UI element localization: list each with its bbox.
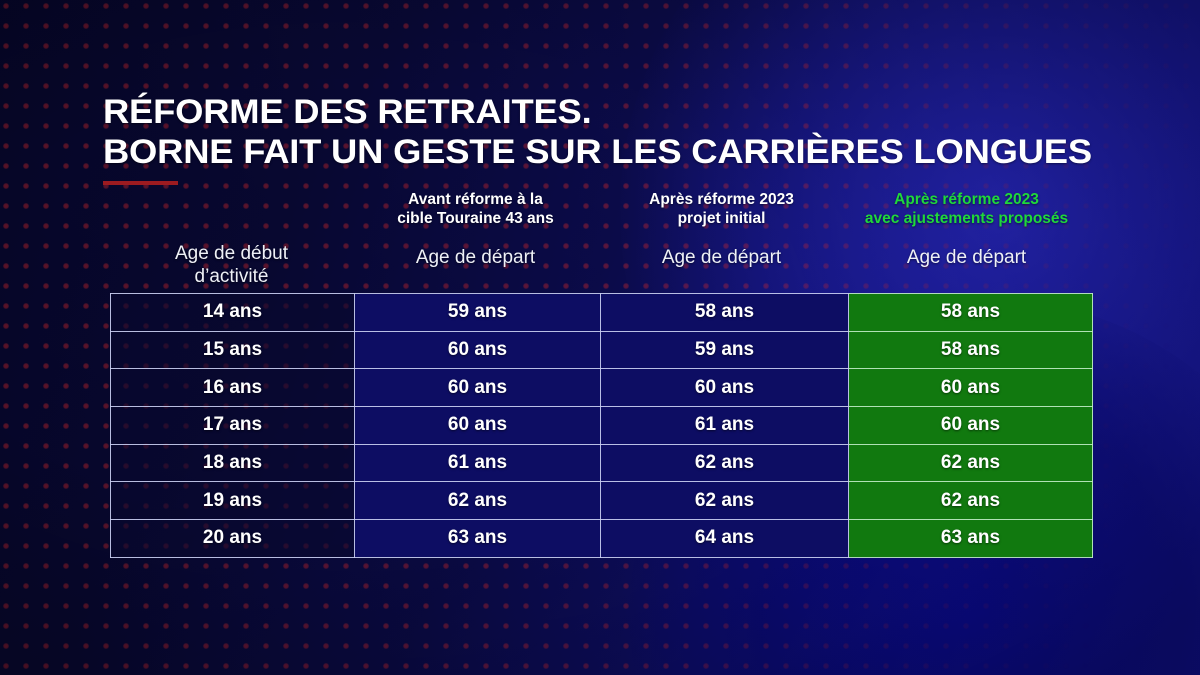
column-header-after-reform-adjusted-sub: Age de départ (906, 247, 1027, 268)
table-row: 14 ans 59 ans 58 ans 58 ans (110, 293, 1093, 332)
table-cell-start_age: 19 ans (110, 481, 355, 521)
column-header-after-reform-initial-top-line1: Après réforme 2023 (649, 191, 794, 208)
column-header-start-age-sub-line1: Age de début (174, 243, 289, 264)
table-cell-after_reform_adjusted: 58 ans (848, 330, 1093, 370)
table-cell-before_reform: 61 ans (354, 443, 601, 483)
column-header-start-age-top (116, 190, 347, 234)
table-cell-start_age: 20 ans (110, 519, 355, 558)
table-cell-start_age: 18 ans (110, 443, 355, 483)
table-cell-before_reform: 63 ans (354, 519, 601, 558)
table-row: 19 ans 62 ans 62 ans 62 ans (110, 481, 1093, 521)
table-cell-after_reform_initial: 62 ans (600, 481, 849, 521)
table-cell-start_age: 17 ans (110, 406, 355, 445)
table-header-row: Age de début d’activité Avant réforme à … (110, 190, 1088, 288)
table-cell-after_reform_initial: 58 ans (600, 293, 849, 332)
column-header-after-reform-initial-top: Après réforme 2023 projet initial (604, 190, 839, 234)
table-cell-start_age: 14 ans (110, 293, 355, 332)
table-cell-before_reform: 60 ans (354, 330, 601, 370)
column-header-after-reform-adjusted-top-line1: Après réforme 2023 (894, 191, 1039, 208)
page-title: RÉFORME DES RETRAITES. BORNE FAIT UN GES… (103, 92, 1103, 185)
table-cell-after_reform_adjusted: 62 ans (848, 481, 1093, 521)
column-header-start-age-sub: Age de début d’activité (116, 234, 347, 288)
table-cell-after_reform_adjusted: 60 ans (848, 406, 1093, 445)
table-cell-before_reform: 60 ans (354, 406, 601, 445)
column-header-before-reform-sub: Age de départ (415, 247, 536, 268)
table-row: 15 ans 60 ans 59 ans 58 ans (110, 330, 1093, 370)
title-line-1: RÉFORME DES RETRAITES. (103, 93, 592, 131)
table-cell-after_reform_initial: 64 ans (600, 519, 849, 558)
column-header-after-reform-adjusted-top: Après réforme 2023 avec ajustements prop… (851, 190, 1082, 234)
retirement-age-table: 14 ans 59 ans 58 ans 58 ans 15 ans 60 ans 59 a… (110, 293, 1093, 558)
table-cell-after_reform_initial: 59 ans (600, 330, 849, 370)
table-cell-after_reform_initial: 62 ans (600, 443, 849, 483)
table-cell-after_reform_initial: 60 ans (600, 368, 849, 408)
column-header-after-reform-adjusted-top-line2: avec ajustements proposés (864, 210, 1069, 227)
column-header-before-reform-top-line1: Avant réforme à la (408, 191, 543, 208)
table-cell-after_reform_initial: 61 ans (600, 406, 849, 445)
title-accent-rule (103, 181, 178, 185)
table-cell-after_reform_adjusted: 58 ans (848, 293, 1093, 332)
column-header-start-age: Age de début d’activité (110, 190, 353, 288)
table-cell-after_reform_adjusted: 60 ans (848, 368, 1093, 408)
column-header-before-reform-top: Avant réforme à la cible Touraine 43 ans (359, 190, 592, 234)
table-row: 16 ans 60 ans 60 ans 60 ans (110, 368, 1093, 408)
table-row: 17 ans 60 ans 61 ans 60 ans (110, 406, 1093, 445)
column-header-after-reform-adjusted: Après réforme 2023 avec ajustements prop… (845, 190, 1088, 288)
table-cell-after_reform_adjusted: 63 ans (848, 519, 1093, 558)
table-cell-start_age: 15 ans (110, 330, 355, 370)
table-row: 20 ans 63 ans 64 ans 63 ans (110, 519, 1093, 558)
column-header-start-age-sub-line2: d’activité (194, 266, 269, 287)
column-header-after-reform-initial-top-line2: projet initial (677, 210, 766, 227)
table-cell-before_reform: 60 ans (354, 368, 601, 408)
table-row: 18 ans 61 ans 62 ans 62 ans (110, 443, 1093, 483)
column-header-after-reform-initial-sub: Age de départ (661, 247, 782, 268)
table-cell-after_reform_adjusted: 62 ans (848, 443, 1093, 483)
table-cell-before_reform: 62 ans (354, 481, 601, 521)
table-cell-start_age: 16 ans (110, 368, 355, 408)
column-header-before-reform: Avant réforme à la cible Touraine 43 ans… (353, 190, 598, 288)
title-line-2: BORNE FAIT UN GESTE SUR LES CARRIÈRES LO… (103, 133, 1092, 171)
table-cell-before_reform: 59 ans (354, 293, 601, 332)
column-header-before-reform-top-line2: cible Touraine 43 ans (397, 210, 554, 227)
column-header-after-reform-initial: Après réforme 2023 projet initial Age de… (598, 190, 845, 288)
table-body: 14 ans 59 ans 58 ans 58 ans 15 ans 60 ans 59 a… (110, 293, 1093, 558)
